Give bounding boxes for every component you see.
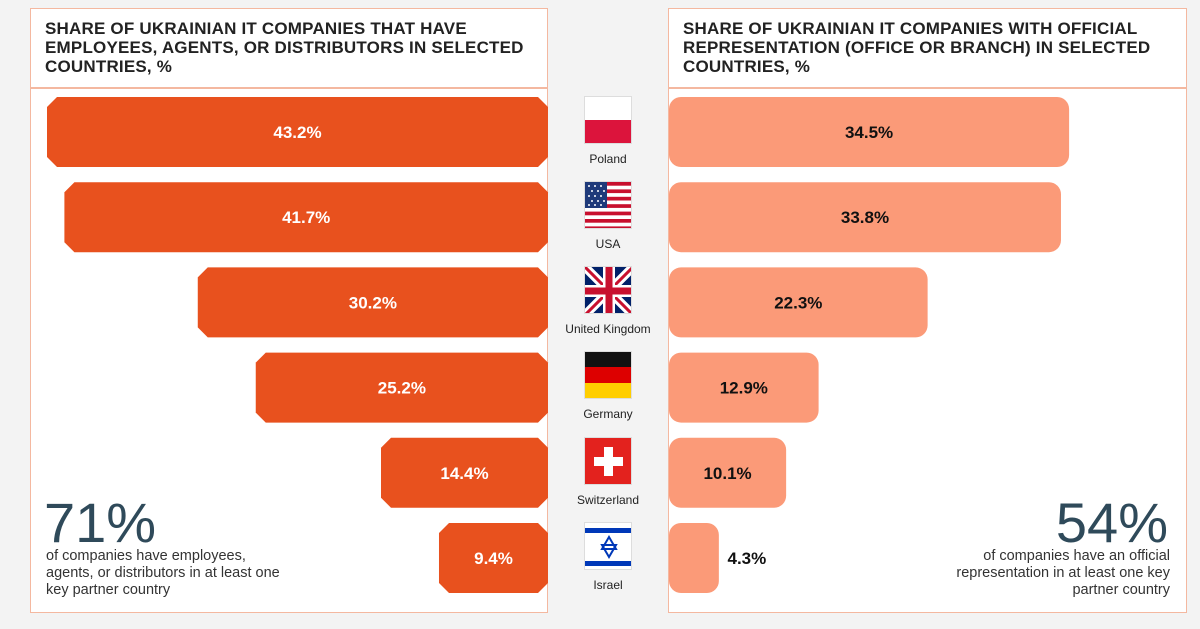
right-bar-poland [669, 97, 1070, 167]
poland-flag-icon [584, 96, 632, 144]
left-bar-label: 14.4% [440, 464, 488, 483]
right-panel-frame [668, 88, 1187, 613]
left-bar-israel [438, 523, 548, 593]
right-bar-united-kingdom [669, 267, 928, 338]
left-bar-poland [47, 97, 548, 167]
right-bar-label: 22.3% [774, 293, 822, 312]
left-bar-label: 25.2% [378, 379, 426, 398]
country-label: Switzerland [576, 493, 640, 507]
country-cell-israel: Israel [553, 522, 663, 592]
right-stat-text: of companies have an official representa… [956, 548, 1170, 598]
germany-flag-icon [584, 351, 632, 399]
right-bar-germany [669, 352, 819, 423]
uk-flag-icon [584, 266, 632, 314]
right-bar-label: 10.1% [703, 464, 751, 483]
left-bar-united-kingdom [197, 267, 548, 338]
country-cell-uk: United Kingdom [553, 266, 663, 336]
left-bar-label: 9.4% [474, 549, 513, 568]
right-bar-label: 33.8% [841, 208, 889, 227]
left-stat-value: 71% [44, 491, 157, 554]
left-bar-label: 43.2% [273, 123, 321, 142]
right-bar-israel [669, 523, 719, 593]
left-bar-germany [255, 352, 548, 423]
country-label: United Kingdom [565, 322, 651, 336]
country-label: Poland [589, 152, 627, 166]
country-cell-usa: USA [553, 181, 663, 251]
left-chart-title: SHARE OF UKRAINIAN IT COMPANIES THAT HAV… [30, 8, 548, 88]
usa-flag-icon [584, 181, 632, 229]
country-cell-germany: Germany [553, 351, 663, 421]
right-bar-label: 34.5% [845, 123, 893, 142]
country-cell-poland: Poland [553, 96, 663, 166]
switzerland-flag-icon [584, 437, 632, 485]
left-bar-label: 41.7% [282, 208, 330, 227]
country-label: USA [595, 237, 621, 251]
country-cell-switzerland: Switzerland [553, 437, 663, 507]
left-bar-usa [64, 182, 548, 253]
right-bar-usa [669, 182, 1061, 253]
israel-flag-icon [584, 522, 632, 570]
right-bar-label: 4.3% [727, 549, 766, 568]
left-bar-switzerland [381, 437, 548, 508]
right-bar-label: 12.9% [720, 379, 768, 398]
country-label: Germany [583, 407, 633, 421]
right-chart-title: SHARE OF UKRAINIAN IT COMPANIES WITH OFF… [668, 8, 1187, 88]
country-label: Israel [593, 578, 623, 592]
left-bar-label: 30.2% [349, 293, 397, 312]
right-bar-switzerland [669, 437, 787, 508]
left-stat-text: of companies have employees, agents, or … [46, 548, 280, 598]
right-stat-value: 54% [1055, 491, 1168, 554]
